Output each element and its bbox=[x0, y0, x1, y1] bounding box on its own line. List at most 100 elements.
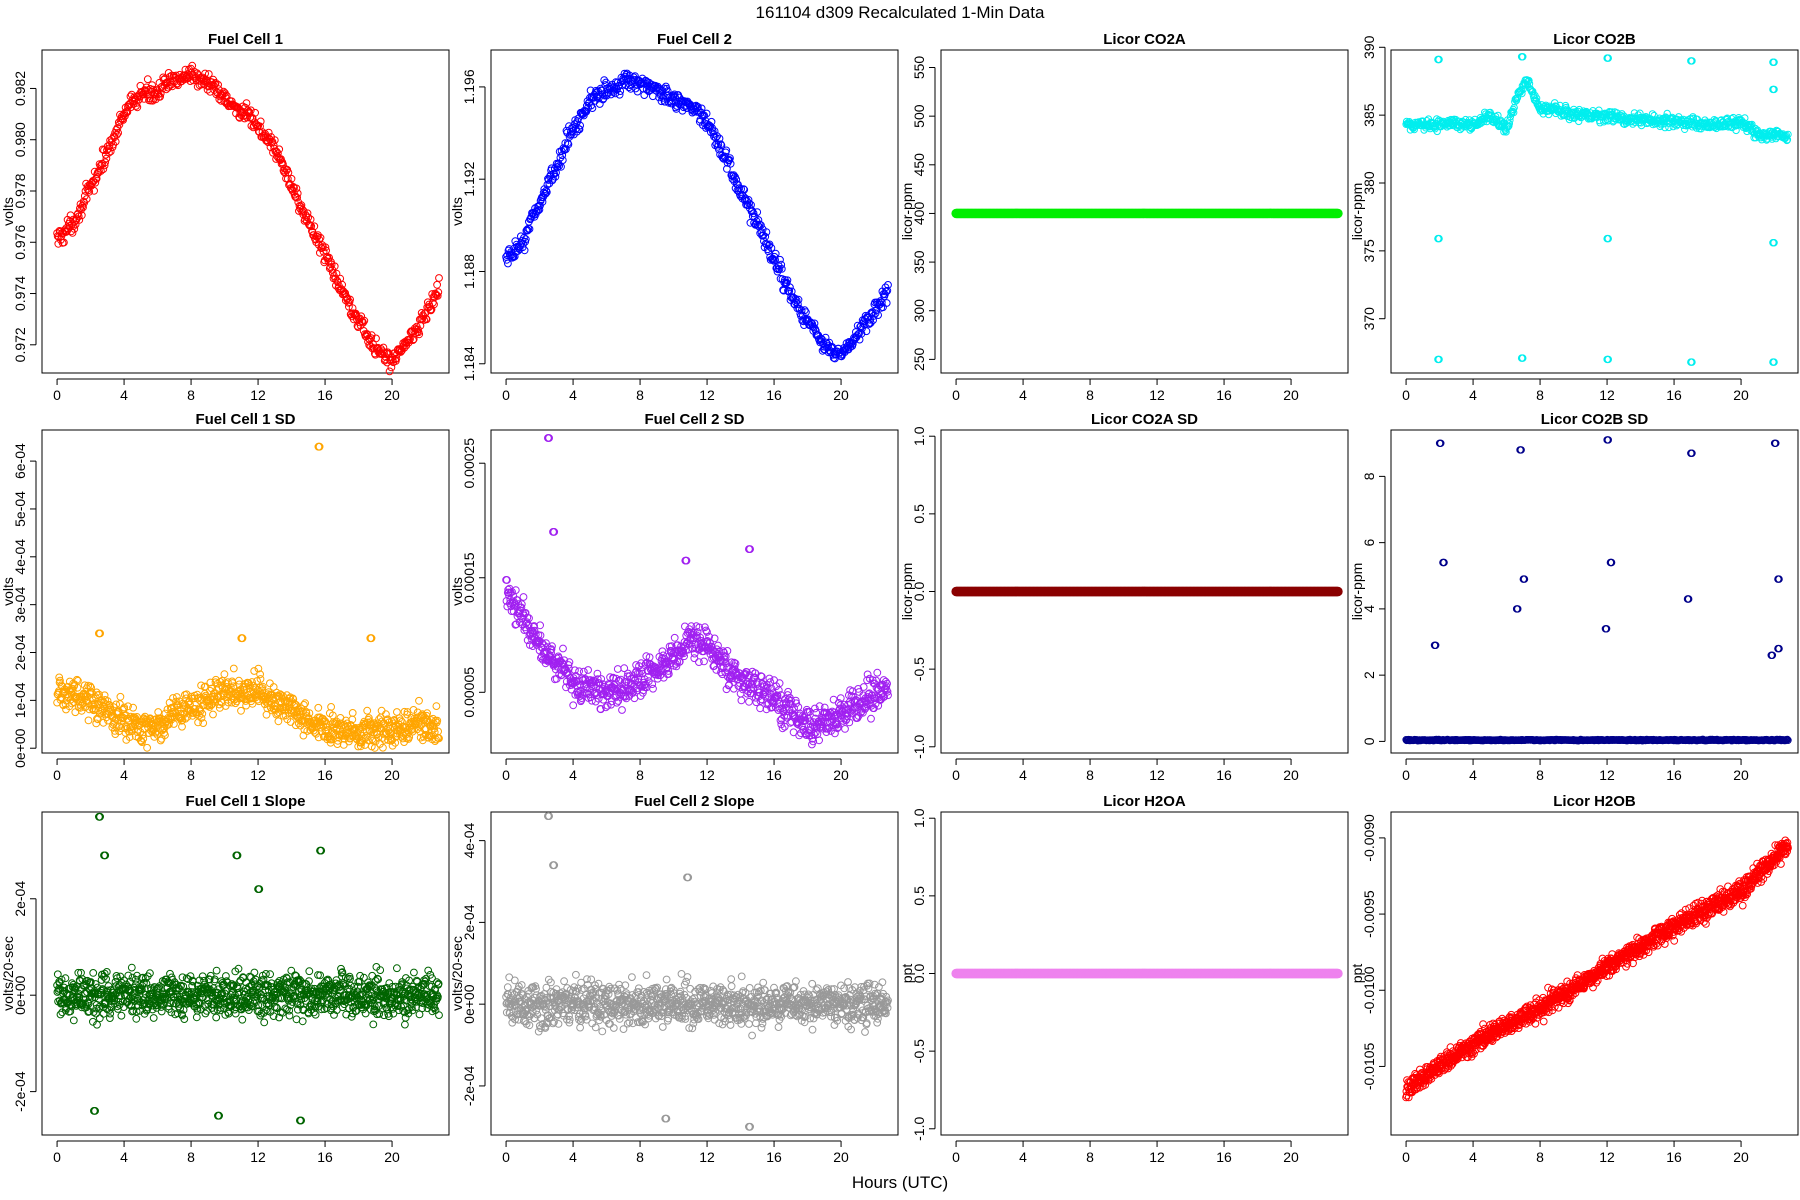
x-tick-label: 16 bbox=[317, 387, 333, 403]
data-point bbox=[330, 262, 339, 271]
data-point bbox=[525, 225, 534, 233]
x-tick-label: 8 bbox=[1536, 387, 1544, 403]
data-point bbox=[322, 253, 331, 262]
x-tick-label: 16 bbox=[1666, 387, 1682, 403]
data-point bbox=[409, 336, 417, 345]
x-tick-label: 4 bbox=[120, 387, 128, 403]
data-point bbox=[535, 205, 544, 214]
data-point bbox=[542, 188, 551, 197]
x-tick-label: 8 bbox=[636, 767, 644, 783]
data-point bbox=[251, 108, 260, 117]
data-point bbox=[551, 172, 560, 181]
y-tick-label: -0.5 bbox=[911, 657, 927, 681]
x-tick-label: 0 bbox=[1402, 387, 1410, 403]
x-tick-label: 8 bbox=[636, 387, 644, 403]
y-tick-label: 0.982 bbox=[12, 71, 28, 106]
x-tick-label: 16 bbox=[766, 387, 782, 403]
data-point bbox=[104, 144, 113, 153]
data-point bbox=[79, 203, 87, 212]
x-tick-label: 12 bbox=[250, 387, 266, 403]
data-point bbox=[385, 367, 394, 376]
y-tick-label: 380 bbox=[1361, 171, 1377, 195]
x-tick-label: 16 bbox=[766, 767, 782, 783]
y-tick-label: 0.00015 bbox=[461, 552, 477, 603]
data-point bbox=[106, 147, 115, 156]
y-axis-label: volts bbox=[0, 197, 16, 226]
data-point bbox=[143, 75, 152, 84]
y-tick-label: 6e-04 bbox=[12, 443, 28, 479]
data-point bbox=[165, 81, 174, 90]
y-tick-label: 0.976 bbox=[12, 225, 28, 260]
x-tick-label: 12 bbox=[1599, 387, 1615, 403]
data-point bbox=[76, 204, 84, 213]
data-point bbox=[77, 211, 86, 220]
data-point bbox=[534, 206, 543, 215]
data-point bbox=[541, 189, 550, 198]
y-tick-label: 4e-04 bbox=[12, 539, 28, 575]
data-point bbox=[114, 129, 122, 137]
y-tick-label: 370 bbox=[1361, 307, 1377, 331]
data-point bbox=[552, 168, 560, 177]
data-point bbox=[132, 102, 140, 110]
data-point bbox=[359, 318, 368, 327]
data-point bbox=[387, 363, 396, 372]
data-point bbox=[304, 220, 313, 229]
x-tick-label: 4 bbox=[1019, 387, 1027, 403]
y-tick-label: 500 bbox=[911, 104, 927, 128]
data-point bbox=[97, 167, 105, 175]
panel-title: Fuel Cell 1 bbox=[208, 31, 283, 48]
y-tick-label: 0e+00 bbox=[12, 728, 28, 768]
y-tick-label: 450 bbox=[911, 153, 927, 177]
data-point bbox=[433, 292, 442, 300]
data-point bbox=[100, 161, 109, 170]
panel-title: Licor CO2A SD bbox=[1091, 411, 1198, 428]
data-point bbox=[275, 145, 284, 154]
data-point bbox=[60, 238, 68, 247]
data-point bbox=[341, 296, 350, 305]
data-point bbox=[558, 156, 567, 165]
x-tick-label: 20 bbox=[1283, 387, 1299, 403]
y-tick-label: -1.0 bbox=[911, 735, 927, 759]
y-tick-label: 1.196 bbox=[461, 69, 477, 104]
data-point bbox=[123, 108, 132, 116]
data-point bbox=[543, 180, 552, 189]
plot-frame bbox=[490, 49, 899, 374]
data-point bbox=[435, 274, 443, 282]
data-point bbox=[362, 330, 371, 338]
data-point bbox=[156, 92, 165, 101]
data-point bbox=[292, 184, 301, 193]
data-point bbox=[82, 195, 91, 203]
panel-title: Fuel Cell 2 bbox=[657, 31, 732, 48]
y-tick-label: 300 bbox=[911, 299, 927, 323]
y-tick-label: 2e-04 bbox=[12, 634, 28, 670]
x-tick-label: 12 bbox=[1149, 767, 1165, 783]
x-tick-label: 4 bbox=[1019, 767, 1027, 783]
x-tick-label: 4 bbox=[120, 767, 128, 783]
data-point bbox=[321, 243, 330, 252]
data-point bbox=[428, 298, 437, 307]
data-point bbox=[70, 225, 79, 233]
data-point bbox=[246, 106, 255, 115]
data-point bbox=[242, 99, 251, 107]
y-tick-label: 0.5 bbox=[911, 504, 927, 524]
y-tick-label: 390 bbox=[1361, 35, 1377, 59]
data-point bbox=[101, 158, 110, 167]
y-tick-label: 385 bbox=[1361, 103, 1377, 127]
x-tick-label: 8 bbox=[1086, 387, 1094, 403]
x-tick-label: 8 bbox=[187, 767, 195, 783]
x-tick-label: 12 bbox=[699, 767, 715, 783]
data-point bbox=[564, 140, 573, 149]
x-tick-label: 8 bbox=[187, 387, 195, 403]
x-tick-label: 20 bbox=[833, 387, 849, 403]
data-point bbox=[270, 136, 279, 145]
data-point bbox=[308, 227, 316, 236]
x-tick-label: 20 bbox=[384, 387, 400, 403]
data-point bbox=[367, 334, 376, 343]
data-point bbox=[253, 122, 261, 131]
data-point bbox=[293, 193, 302, 202]
y-tick-label: 0.00005 bbox=[461, 667, 477, 718]
data-point bbox=[549, 175, 557, 183]
data-point bbox=[345, 302, 353, 311]
